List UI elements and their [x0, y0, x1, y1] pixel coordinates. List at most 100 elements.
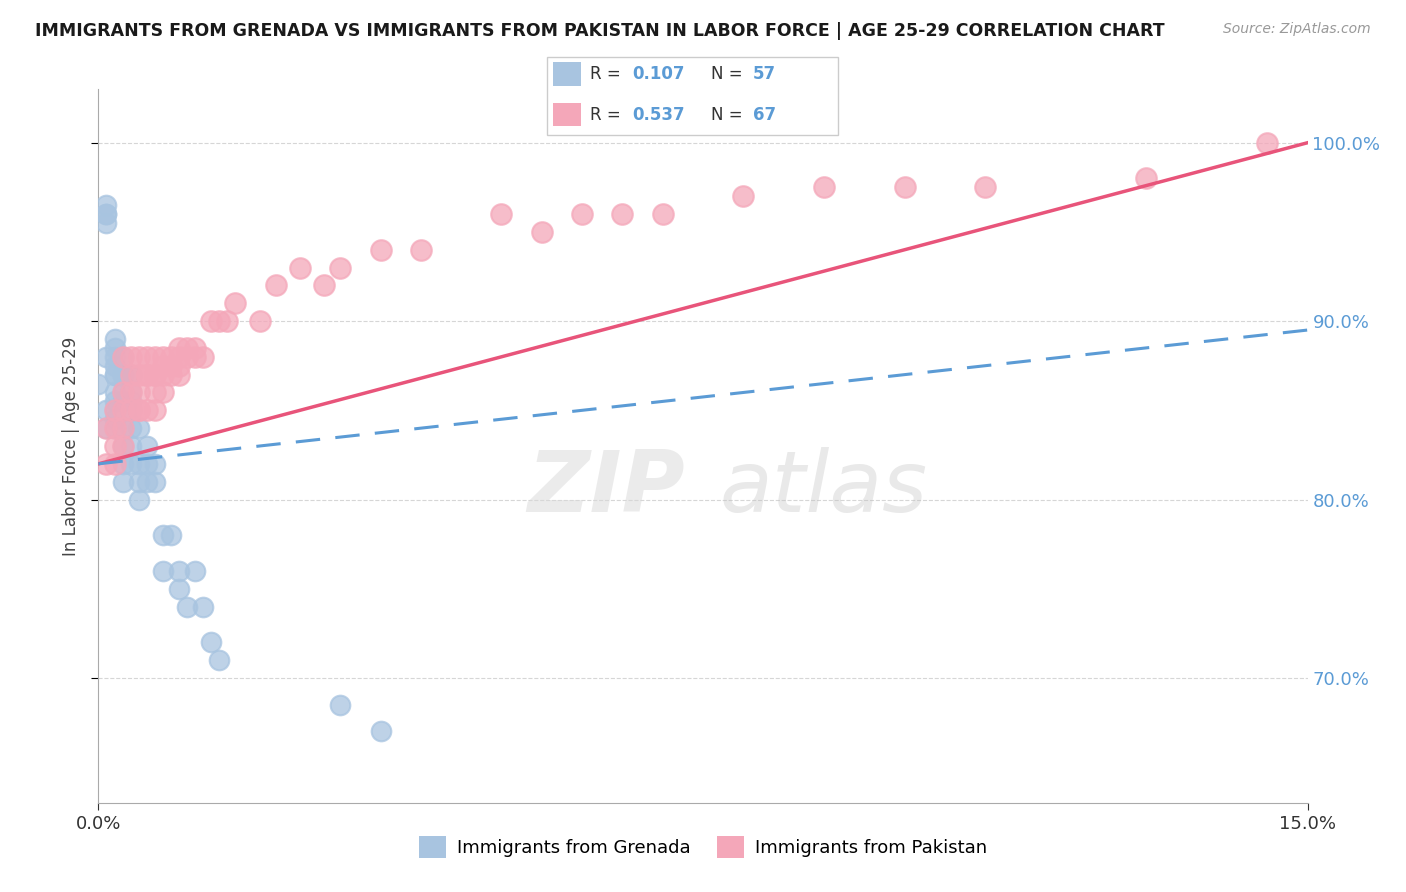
Point — [264, 278, 287, 293]
Point — [160, 528, 183, 542]
Point — [143, 475, 166, 489]
Point — [111, 457, 134, 471]
Point — [167, 564, 190, 578]
Point — [120, 439, 142, 453]
Point — [96, 403, 118, 417]
Point — [167, 341, 190, 355]
Point — [314, 278, 336, 293]
Point — [128, 350, 150, 364]
Point — [128, 368, 150, 382]
Text: Source: ZipAtlas.com: Source: ZipAtlas.com — [1223, 22, 1371, 37]
Point — [111, 385, 134, 400]
Point — [103, 385, 125, 400]
Point — [103, 439, 125, 453]
Point — [143, 457, 166, 471]
Point — [111, 394, 134, 409]
Point — [96, 421, 118, 435]
Point — [152, 368, 174, 382]
Point — [96, 207, 118, 221]
Point — [409, 243, 432, 257]
Text: N =: N = — [710, 105, 748, 123]
Point — [120, 394, 142, 409]
Point — [193, 599, 215, 614]
Point — [128, 492, 150, 507]
Text: 67: 67 — [754, 105, 776, 123]
FancyBboxPatch shape — [547, 57, 838, 135]
Point — [160, 350, 183, 364]
Text: 57: 57 — [754, 65, 776, 83]
Point — [135, 475, 157, 489]
Point — [96, 421, 118, 435]
Point — [103, 341, 125, 355]
Point — [135, 403, 157, 417]
Point — [135, 368, 157, 382]
Point — [208, 314, 231, 328]
Point — [128, 403, 150, 417]
Point — [1256, 136, 1278, 150]
Text: 0.537: 0.537 — [633, 105, 685, 123]
Point — [651, 207, 673, 221]
Point — [143, 403, 166, 417]
Bar — [554, 62, 581, 86]
Point — [111, 439, 134, 453]
Text: N =: N = — [710, 65, 748, 83]
Point — [143, 350, 166, 364]
Point — [111, 403, 134, 417]
Point — [128, 403, 150, 417]
Point — [87, 376, 110, 391]
Point — [200, 314, 222, 328]
Point — [96, 216, 118, 230]
Point — [128, 421, 150, 435]
Point — [176, 599, 198, 614]
Point — [152, 350, 174, 364]
Point — [96, 457, 118, 471]
Point — [96, 207, 118, 221]
Point — [135, 368, 157, 382]
Point — [160, 368, 183, 382]
Point — [111, 350, 134, 364]
Point — [249, 314, 271, 328]
Point — [103, 368, 125, 382]
Point — [143, 368, 166, 382]
Point — [111, 421, 134, 435]
Point — [120, 403, 142, 417]
Text: R =: R = — [589, 105, 626, 123]
Point — [120, 421, 142, 435]
Point — [103, 350, 125, 364]
Point — [103, 421, 125, 435]
Point — [103, 457, 125, 471]
Point — [184, 341, 207, 355]
Point — [200, 635, 222, 649]
Point — [120, 403, 142, 417]
Point — [176, 350, 198, 364]
Point — [120, 368, 142, 382]
Point — [152, 564, 174, 578]
Bar — [554, 103, 581, 127]
Point — [135, 350, 157, 364]
Point — [96, 198, 118, 212]
Point — [491, 207, 513, 221]
Point — [111, 439, 134, 453]
Point — [103, 332, 125, 346]
Point — [143, 368, 166, 382]
Y-axis label: In Labor Force | Age 25-29: In Labor Force | Age 25-29 — [62, 336, 80, 556]
Point — [813, 180, 835, 194]
Point — [370, 724, 392, 739]
Text: atlas: atlas — [720, 447, 928, 531]
Point — [103, 368, 125, 382]
Point — [120, 457, 142, 471]
Point — [152, 359, 174, 373]
Point — [167, 350, 190, 364]
Point — [128, 385, 150, 400]
Point — [135, 439, 157, 453]
Point — [974, 180, 997, 194]
Point — [120, 350, 142, 364]
Point — [103, 421, 125, 435]
Point — [111, 350, 134, 364]
Point — [193, 350, 215, 364]
Point — [135, 457, 157, 471]
Point — [160, 359, 183, 373]
Point — [184, 564, 207, 578]
Point — [224, 296, 246, 310]
Point — [111, 385, 134, 400]
